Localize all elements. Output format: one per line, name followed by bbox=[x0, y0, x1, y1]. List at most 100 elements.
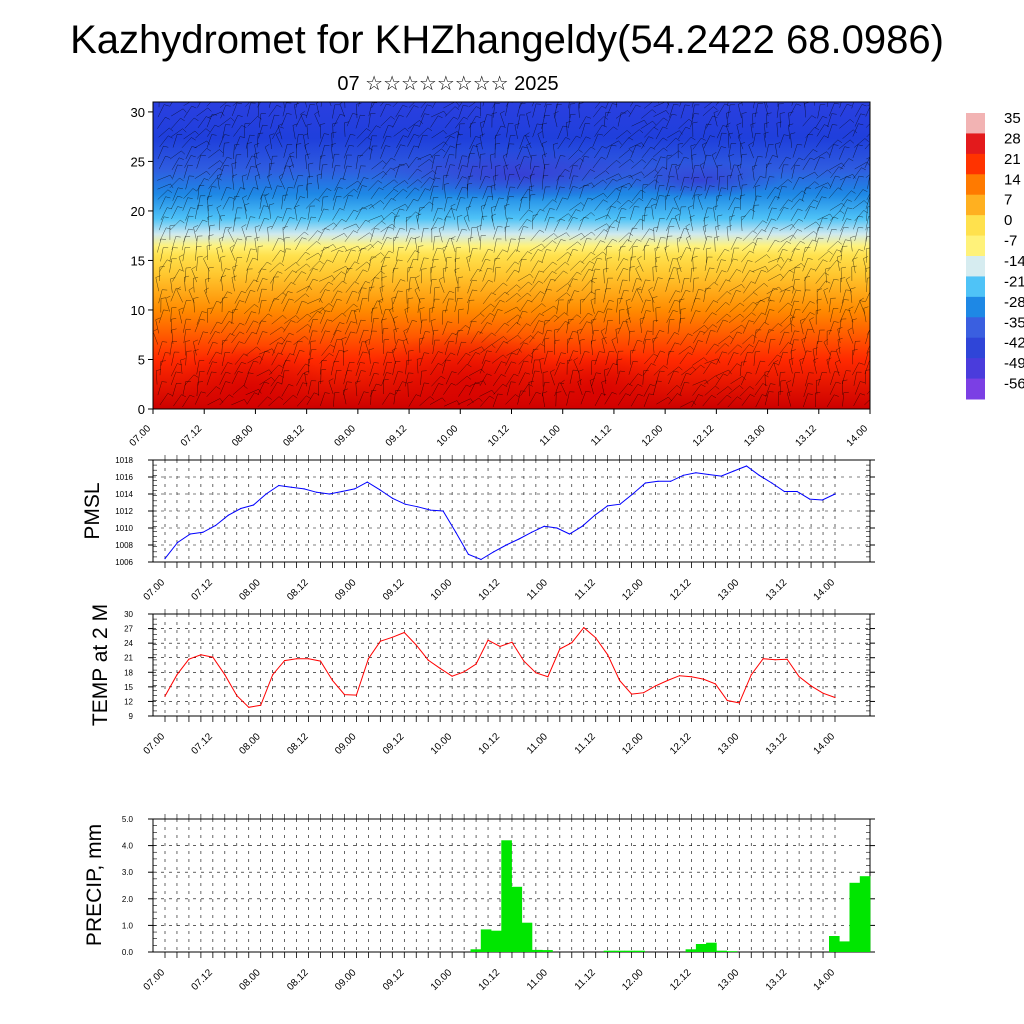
colorbar-swatch bbox=[966, 235, 985, 257]
colorbar-swatch bbox=[966, 215, 985, 237]
pmsl-panel: 1006 1008 1010 1012 1014 1016 1018 PMSL 07.00 0… bbox=[81, 455, 875, 603]
xtick-label: 12.12 bbox=[668, 577, 694, 603]
cs-ytick-label: 20 bbox=[131, 204, 145, 219]
precip-bar bbox=[521, 922, 533, 952]
xtick-label: 13.00 bbox=[716, 731, 742, 757]
precip-bar bbox=[511, 886, 523, 952]
series-point bbox=[202, 531, 204, 533]
series-point bbox=[607, 654, 609, 656]
xtick-label: 08.12 bbox=[285, 967, 311, 993]
series-point bbox=[733, 470, 735, 472]
xtick-label: 09.12 bbox=[381, 577, 407, 603]
colorbar-label: -56 bbox=[1004, 376, 1024, 393]
colorbar-swatch bbox=[966, 153, 985, 175]
cs-xtick-label: 10.12 bbox=[486, 423, 512, 449]
series-point bbox=[391, 636, 393, 638]
series-point bbox=[480, 558, 482, 561]
colorbar-label: 7 bbox=[1004, 192, 1012, 209]
series-point bbox=[556, 527, 558, 529]
series-point bbox=[568, 533, 571, 535]
xtick-label: 10.12 bbox=[477, 731, 503, 757]
colorbar-label: -42 bbox=[1004, 335, 1024, 352]
cs-xtick-label: 10.00 bbox=[435, 423, 461, 449]
xtick-label: 14.00 bbox=[812, 577, 838, 603]
xtick-label: 13.12 bbox=[764, 967, 790, 993]
precip-bar bbox=[542, 950, 553, 952]
xtick-label: 09.12 bbox=[381, 731, 407, 757]
colorbar-swatch bbox=[966, 296, 985, 318]
series-point bbox=[786, 658, 788, 660]
series-point bbox=[265, 493, 267, 495]
precip-bar bbox=[706, 942, 717, 952]
series-point bbox=[487, 639, 489, 641]
ytick-label: 18 bbox=[124, 668, 133, 677]
precip-bar bbox=[624, 950, 635, 952]
ytick-label: 1010 bbox=[115, 524, 133, 533]
series-point bbox=[391, 497, 394, 499]
series-point bbox=[523, 660, 525, 662]
series-point bbox=[670, 480, 672, 482]
precip-bar bbox=[501, 840, 512, 952]
precip-bar bbox=[716, 950, 727, 952]
precip-bar bbox=[695, 944, 707, 952]
series-point bbox=[708, 473, 710, 476]
xtick-label: 10.00 bbox=[429, 731, 455, 757]
series-line bbox=[164, 465, 836, 561]
xtick-label: 12.12 bbox=[668, 731, 694, 757]
series-point bbox=[505, 544, 507, 546]
xtick-label: 13.00 bbox=[716, 577, 742, 603]
series-point bbox=[678, 675, 681, 677]
series-point bbox=[227, 514, 229, 516]
series-point bbox=[164, 558, 166, 560]
wind-barbs bbox=[153, 102, 870, 408]
series-point bbox=[366, 481, 368, 483]
series-point bbox=[810, 685, 812, 687]
cs-ytick-label: 0 bbox=[138, 402, 145, 417]
series-point bbox=[278, 484, 280, 487]
series-point bbox=[176, 674, 178, 676]
series-point bbox=[543, 525, 545, 527]
xtick-label: 14.00 bbox=[812, 731, 838, 757]
series-point bbox=[429, 509, 432, 511]
series-point bbox=[690, 676, 693, 678]
series-point bbox=[762, 658, 764, 660]
series-point bbox=[240, 507, 242, 510]
cs-ytick-label: 5 bbox=[138, 352, 145, 367]
xtick-label: 11.12 bbox=[573, 967, 598, 992]
colorbar-label: -49 bbox=[1004, 355, 1024, 372]
cs-ytick-label: 10 bbox=[131, 303, 145, 318]
series-point bbox=[499, 645, 501, 648]
series-point bbox=[798, 676, 800, 678]
xtick-label: 14.00 bbox=[812, 967, 838, 993]
colorbar-label: -7 bbox=[1004, 233, 1017, 250]
chart-subtitle: 07 ☆☆☆☆☆☆☆☆ 2025 bbox=[337, 73, 559, 95]
series-point bbox=[834, 696, 836, 699]
ytick-label: 1008 bbox=[115, 541, 133, 550]
colorbar-label: 35 bbox=[1004, 110, 1021, 127]
colorbar-swatch bbox=[966, 133, 985, 155]
colorbar-label: 14 bbox=[1004, 171, 1021, 188]
series-point bbox=[796, 490, 798, 493]
precip-bar bbox=[849, 882, 861, 952]
series-point bbox=[619, 503, 621, 505]
series-point bbox=[720, 475, 722, 477]
colorbar-swatch bbox=[966, 358, 985, 380]
series-point bbox=[714, 683, 717, 685]
xtick-label: 10.00 bbox=[429, 967, 455, 993]
series-point bbox=[475, 663, 477, 665]
xtick-label: 11.00 bbox=[525, 731, 550, 756]
precip-bar bbox=[685, 949, 697, 952]
cs-xtick-label: 11.00 bbox=[538, 423, 563, 448]
series-point bbox=[774, 659, 776, 661]
series-point bbox=[442, 510, 444, 512]
colorbar-label: 28 bbox=[1004, 130, 1021, 147]
series-point bbox=[594, 514, 596, 516]
temp-panel: 9 12 15 18 21 24 27 30 TEMP at 2 M 07.00 07.12 08… bbox=[89, 604, 875, 757]
xtick-label: 11.12 bbox=[573, 731, 598, 756]
series-point bbox=[595, 637, 597, 639]
ytick-label: 4.0 bbox=[122, 842, 134, 851]
colorbar-label: -21 bbox=[1004, 273, 1024, 290]
cs-xtick-label: 07.00 bbox=[128, 423, 154, 449]
series-point bbox=[822, 692, 824, 694]
